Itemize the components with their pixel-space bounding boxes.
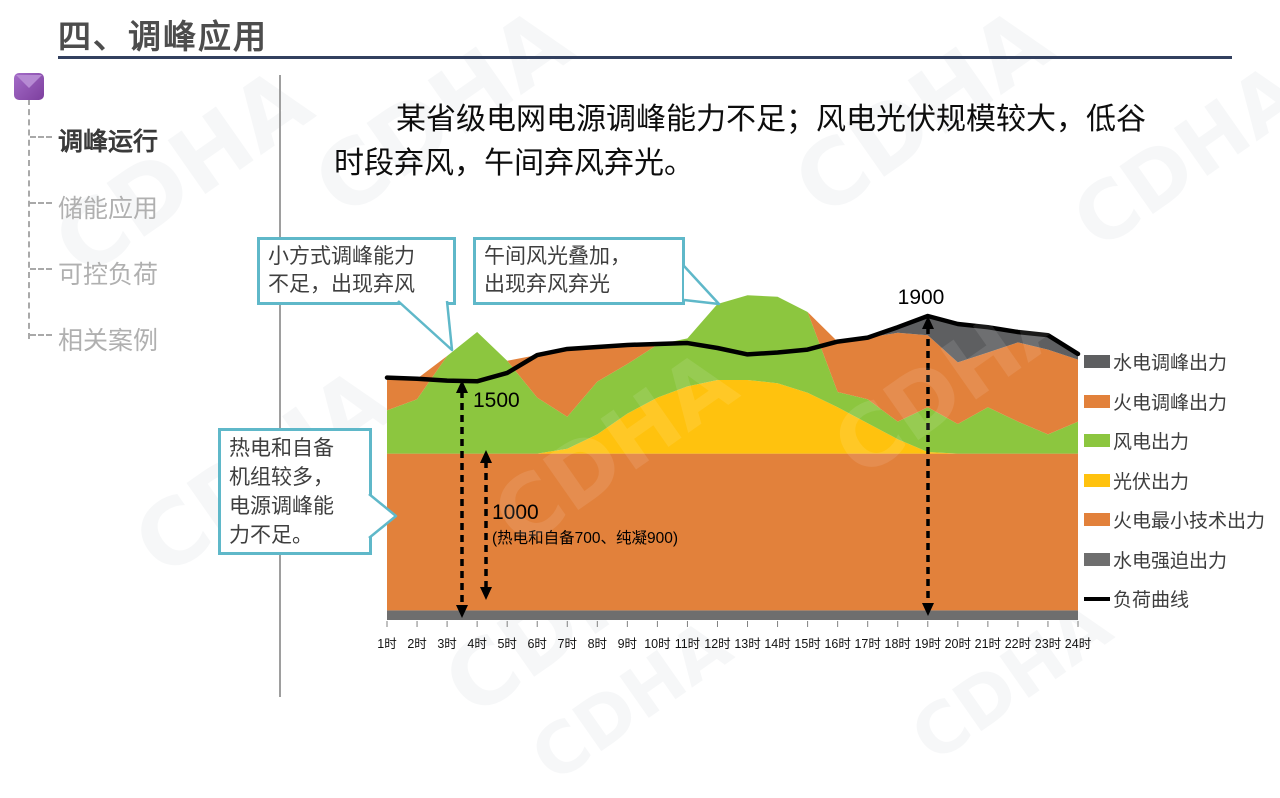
area-series-5: [387, 295, 1078, 379]
x-axis-label: 16时: [824, 637, 851, 651]
sidebar-connector-stub: [30, 268, 52, 270]
vertical-divider: [279, 75, 281, 697]
sidebar-item-energy-storage[interactable]: 储能应用: [58, 195, 159, 223]
annotation-peak-value: 1900: [898, 286, 945, 309]
title-underline: [58, 56, 1232, 59]
legend-label: 光伏出力: [1113, 471, 1190, 493]
legend-label: 负荷曲线: [1113, 590, 1190, 612]
callout-thermal-units: 热电和自备 机组较多， 电源调峰能 力不足。: [218, 428, 372, 555]
legend-label: 火电最小技术出力: [1113, 511, 1266, 533]
callout-line: 电源调峰能: [229, 495, 334, 518]
arrowhead-icon: [922, 316, 934, 329]
legend-item-5: 水电强迫出力: [1084, 540, 1265, 580]
callout-tail: [397, 300, 454, 352]
sidebar-connector: [28, 99, 30, 339]
x-axis-label: 2时: [407, 637, 427, 651]
area-series-3: [387, 295, 1078, 454]
x-axis-label: 18时: [885, 637, 912, 651]
callout-line: 午间风光叠加，: [484, 245, 631, 268]
intro-paragraph: 某省级电网电源调峰能力不足；风电光伏规模较大，低谷 时段弃风，午间弃风弃光。: [334, 98, 1240, 186]
callout-line: 热电和自备: [229, 437, 334, 460]
load-curve-line: [384, 313, 1081, 384]
legend-swatch-icon: [1084, 552, 1110, 566]
legend-swatch-icon: [1084, 394, 1110, 408]
legend-label: 水电调峰出力: [1113, 353, 1228, 375]
legend-item-4: 火电最小技术出力: [1084, 500, 1265, 540]
x-axis-label: 13时: [734, 637, 761, 651]
arrowhead-icon: [480, 587, 492, 600]
legend-item-3: 光伏出力: [1084, 461, 1265, 501]
arrowhead-icon: [456, 605, 468, 618]
callout-line: 出现弃风弃光: [484, 273, 610, 296]
sidebar-item-peak-shaving-operation[interactable]: 调峰运行: [58, 128, 159, 156]
section-marker-facet: [16, 75, 42, 88]
callout-wind-curtailment: 小方式调峰能力 不足，出现弃风: [257, 237, 456, 305]
section-marker-icon: [14, 73, 44, 100]
page-title: 四、调峰应用: [58, 18, 268, 55]
arrowhead-icon: [922, 603, 934, 616]
legend-swatch-icon: [1084, 355, 1110, 369]
legend-swatch-icon: [1084, 513, 1110, 527]
chart-legend: 水电调峰出力 火电调峰出力 风电出力光伏出力火电最小技术出力 水电强迫出力 负荷曲线: [1084, 342, 1265, 619]
x-axis-label: 15时: [794, 637, 821, 651]
sidebar-connector-stub: [30, 136, 52, 138]
legend-item-0: 水电调峰出力: [1084, 342, 1265, 382]
arrowhead-icon: [456, 380, 468, 393]
callout-tail: [368, 493, 398, 539]
x-axis-label: 17时: [854, 637, 881, 651]
legend-label: 火电调峰出力: [1113, 392, 1228, 414]
legend-label: 风电出力: [1113, 432, 1190, 454]
callout-midday-curtailment: 午间风光叠加， 出现弃风弃光: [473, 237, 685, 305]
legend-swatch-icon: [1084, 434, 1110, 448]
intro-line-1: 某省级电网电源调峰能力不足；风电光伏规模较大，低谷: [396, 103, 1146, 136]
x-axis-label: 19时: [915, 637, 942, 651]
arrowhead-icon: [480, 450, 492, 463]
annotation-valley-value: 1500: [473, 389, 520, 412]
annotation-base-value: 1000: [492, 501, 539, 524]
callout-line: 不足，出现弃风: [268, 273, 415, 296]
legend-item-2: 风电出力: [1084, 421, 1265, 461]
legend-swatch-icon: [1084, 473, 1110, 487]
sidebar-connector-stub: [30, 334, 52, 336]
watermark-text: CDHA: [816, 261, 1094, 498]
legend-swatch-icon: [1084, 596, 1110, 601]
x-axis-label: 20时: [945, 637, 972, 651]
callout-tail: [683, 265, 721, 306]
x-axis-label: 14时: [764, 637, 791, 651]
callout-line: 力不足。: [229, 524, 313, 547]
sidebar-item-controllable-load[interactable]: 可控负荷: [58, 261, 159, 289]
area-series-4: [387, 295, 1078, 435]
legend-item-1: 火电调峰出力: [1084, 382, 1265, 422]
legend-item-6: 负荷曲线: [1084, 579, 1265, 619]
callout-line: 小方式调峰能力: [268, 245, 415, 268]
x-axis-label: 1时: [377, 637, 397, 651]
callout-line: 机组较多，: [229, 466, 334, 489]
area-series-2: [387, 380, 1078, 454]
intro-line-2: 时段弃风，午间弃风弃光。: [334, 147, 694, 180]
sidebar-connector-stub: [30, 202, 52, 204]
sidebar-item-related-cases[interactable]: 相关案例: [58, 327, 159, 355]
legend-label: 水电强迫出力: [1113, 550, 1228, 572]
area-series-1: [387, 453, 1078, 611]
